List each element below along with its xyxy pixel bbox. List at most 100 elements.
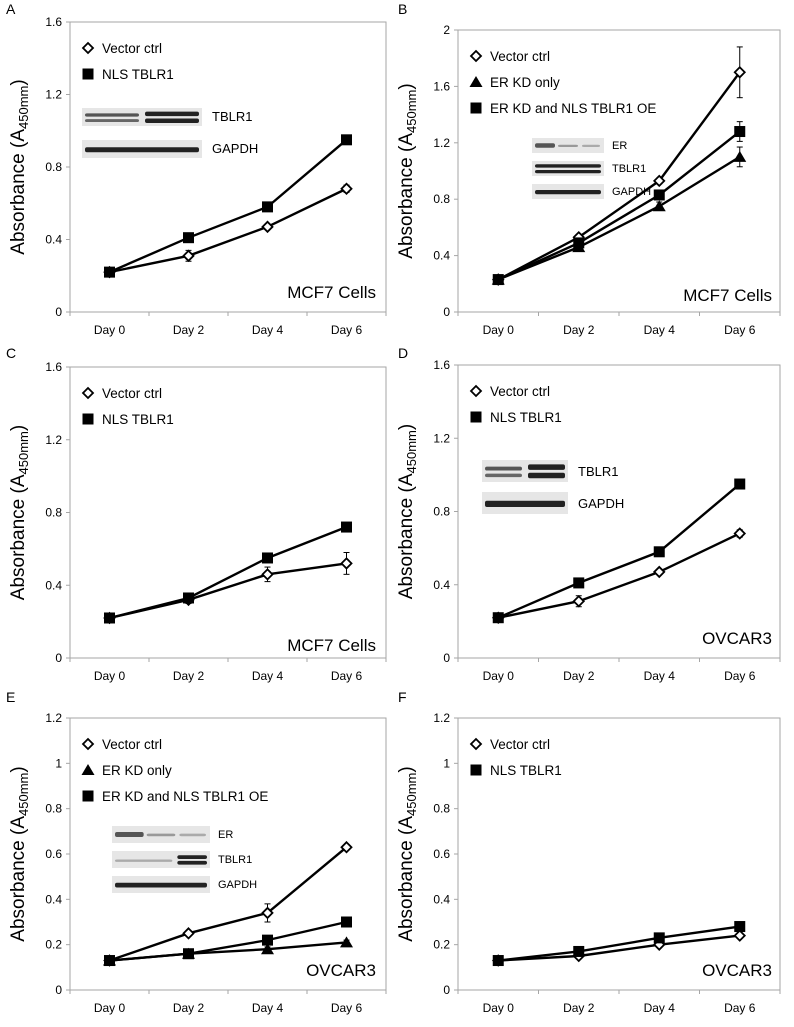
blot-band [145, 118, 199, 123]
y-tick-label: 0.2 [433, 938, 450, 952]
legend-label: NLS TBLR1 [102, 67, 174, 82]
blot-band [115, 859, 173, 862]
blot-band-label: GAPDH [578, 496, 624, 511]
blot-band [485, 500, 565, 507]
y-tick-label: 0.4 [433, 578, 450, 592]
y-tick-label: 0.8 [45, 160, 62, 174]
x-tick-label: Day 0 [483, 669, 515, 683]
y-axis-title-close: ) [396, 83, 417, 89]
y-tick-label: 1.2 [45, 711, 62, 725]
chart-panel-F: F 0 0.2 0.4 0.6 0.8 1 1.2 Day 0 Day 2 Day 4 Day 6 Ab… [396, 689, 781, 1015]
x-tick-label: Day 4 [644, 1001, 676, 1015]
series-square [104, 916, 352, 967]
data-point [653, 932, 665, 944]
data-point [183, 232, 194, 244]
series-line [497, 130, 741, 281]
series-square [492, 478, 746, 624]
y-axis-title-close: ) [8, 425, 29, 431]
y-axis-title-close: ) [8, 766, 29, 772]
y-axis-title: Absorbance (A450mm) [396, 766, 419, 941]
y-tick-label: 0 [443, 983, 450, 997]
blot-background [532, 161, 604, 176]
y-tick-label: 0 [55, 305, 62, 319]
legend-marker [82, 68, 94, 80]
series-line [497, 71, 741, 281]
y-axis-title-close: ) [396, 766, 417, 772]
x-tick-label: Day 6 [331, 1001, 363, 1015]
series-line [109, 920, 347, 962]
legend-marker [81, 41, 95, 55]
x-tick-label: Day 4 [252, 323, 284, 337]
chart-panel-E: E 0 0.2 0.4 0.6 0.8 1 1.2 Day 0 Day 2 Day 4 Day 6 Ab… [6, 689, 387, 1015]
chart-panel-A: A 0 0.4 0.8 1.2 1.6 Day 0 Day 2 Day 4 Day 6 Absorb… [6, 1, 387, 337]
legend-marker [82, 790, 94, 802]
data-point [341, 521, 352, 533]
blot-band [528, 464, 565, 470]
data-point [492, 274, 504, 286]
cell-line-label: OVCAR3 [702, 629, 772, 648]
y-tick-label: 0.8 [433, 802, 450, 816]
y-axis-title: Absorbance (A450mm) [396, 424, 419, 599]
data-point [182, 927, 195, 940]
x-tick-label: Day 4 [252, 669, 284, 683]
legend-label: NLS TBLR1 [490, 763, 562, 778]
y-axis-title-main: Absorbance (A [8, 474, 29, 600]
series-diamond [491, 527, 747, 624]
blot-band [485, 466, 522, 471]
blot-band [177, 860, 207, 865]
y-axis-title-close: ) [396, 424, 417, 430]
western-blot: TBLR1 GAPDH [482, 460, 624, 514]
y-tick-label: 0.2 [45, 938, 62, 952]
y-tick-label: 1 [55, 756, 62, 770]
series-square [104, 134, 352, 278]
data-point [734, 921, 746, 933]
y-tick-label: 1 [443, 756, 450, 770]
y-axis-title-main: Absorbance (A [8, 129, 29, 255]
data-point [572, 594, 586, 608]
y-tick-label: 0.6 [45, 847, 62, 861]
data-point [261, 220, 274, 234]
cell-line-label: OVCAR3 [702, 961, 772, 980]
data-point [573, 577, 585, 589]
x-tick-label: Day 2 [173, 323, 205, 337]
y-axis-title-close: ) [8, 79, 29, 85]
legend-marker [469, 49, 483, 63]
y-tick-label: 1.6 [45, 360, 62, 374]
legend-marker [469, 76, 483, 87]
data-point [261, 943, 274, 955]
series-square [104, 521, 352, 624]
blot-band-label: GAPDH [218, 879, 257, 891]
data-point [653, 546, 665, 558]
legend-marker [469, 384, 483, 398]
blot-band [582, 144, 600, 147]
y-tick-label: 2 [443, 23, 450, 37]
y-tick-label: 0.8 [45, 506, 62, 520]
cell-line-label: MCF7 Cells [287, 283, 376, 302]
panel-label: B [398, 1, 407, 17]
x-tick-label: Day 0 [483, 323, 515, 337]
y-axis-title: Absorbance (A450mm) [396, 83, 419, 258]
panel-label: A [6, 1, 16, 17]
y-tick-label: 0.4 [433, 892, 450, 906]
legend-label: NLS TBLR1 [102, 412, 174, 427]
legend-label: Vector ctrl [102, 386, 162, 401]
data-point [653, 189, 665, 201]
cell-line-label: MCF7 Cells [287, 636, 376, 655]
y-tick-label: 0 [443, 651, 450, 665]
chart-panel-B: B 0 0.4 0.8 1.2 1.6 2 Day 0 Day 2 Day 4 Day 6 Absor… [396, 1, 781, 337]
blot-background [82, 108, 202, 126]
x-tick-label: Day 6 [724, 323, 756, 337]
y-tick-label: 0.8 [433, 505, 450, 519]
data-point [183, 592, 194, 604]
panel-label: F [398, 689, 407, 705]
cell-line-label: OVCAR3 [306, 961, 376, 980]
data-point [733, 929, 747, 942]
legend-label: Vector ctrl [490, 384, 550, 399]
data-point [261, 568, 274, 581]
y-axis-title-main: Absorbance (A [396, 473, 417, 599]
blot-band [145, 111, 199, 117]
legend-label: Vector ctrl [490, 737, 550, 752]
series-line [109, 525, 347, 620]
data-point [733, 527, 747, 540]
